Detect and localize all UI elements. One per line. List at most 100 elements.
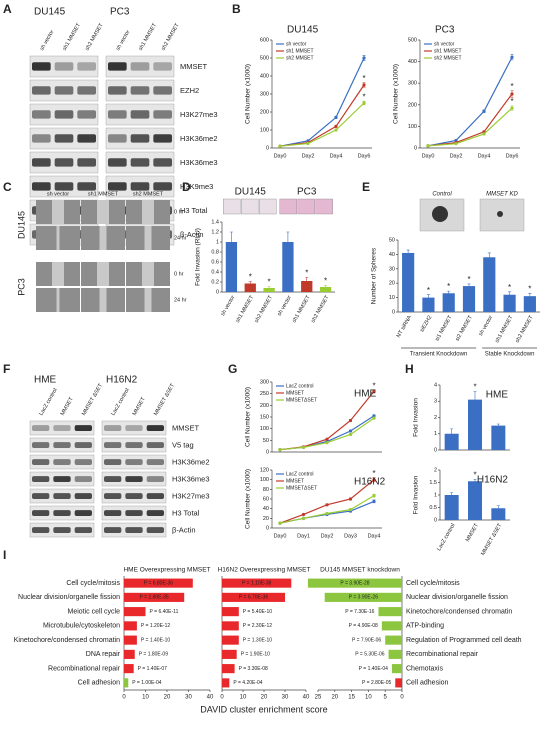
error-bar [248, 281, 252, 286]
bar [222, 621, 239, 631]
marker [325, 511, 329, 516]
y-tick-label: 20 [263, 516, 269, 522]
blot-row-label: H3 Total [172, 508, 200, 517]
x-tick-label: sh vector [220, 295, 236, 317]
marker [348, 429, 353, 433]
panel-letter: B [232, 2, 241, 16]
blot-band [146, 527, 164, 534]
bar [307, 578, 402, 588]
series-line [279, 495, 375, 524]
category-label: ATP-binding [406, 623, 444, 630]
blot-band [32, 527, 50, 534]
marker [334, 115, 338, 119]
blot-band [130, 134, 150, 143]
blot-band [125, 442, 143, 449]
y-tick-label: 120 [260, 467, 269, 473]
blot-row-label: H3K36me3 [180, 158, 218, 167]
bar [468, 399, 482, 450]
panel-letter: F [3, 362, 10, 376]
marker [454, 142, 458, 146]
x-tick-label: Day4 [478, 153, 491, 159]
group-label: PC3 [297, 187, 317, 198]
blot-band [54, 110, 74, 119]
blot-band [104, 527, 122, 534]
blot-band [153, 158, 172, 167]
y-tick-label: 400 [260, 73, 269, 79]
lane-label: MMSET [60, 396, 75, 417]
y-tick-label: 100 [408, 124, 417, 130]
error-bar [508, 291, 512, 298]
p-value: P = 7.90E-06 [352, 637, 381, 643]
group-label: Transient Knockdown [410, 352, 467, 358]
p-value: P = 6.80E-36 [144, 580, 173, 586]
bar [222, 635, 239, 645]
blot-band [74, 425, 92, 432]
x-tick-label: 0 [220, 695, 224, 701]
blot-band [53, 493, 71, 500]
blot-row-label: V5 tag [172, 440, 194, 449]
lane-label: LacZ control [110, 388, 130, 417]
category-label: Cell cycle/mitosis [406, 580, 460, 587]
x-tick-label: Day2 [450, 153, 463, 159]
blot-band [53, 425, 71, 432]
scratch-gap [144, 288, 152, 312]
p-value: P = 3.90E-28 [340, 580, 369, 586]
blot-band [104, 459, 122, 466]
blot-band [146, 493, 164, 500]
y-axis-label: Fold Invasion [413, 475, 420, 514]
bar [385, 635, 402, 645]
blot-band [104, 510, 122, 517]
y-tick-label: 1 [434, 431, 437, 437]
blot-strip [101, 420, 167, 436]
panel-letter: C [3, 180, 12, 194]
significance: * [427, 286, 430, 295]
p-value: P = 7.30E-16 [345, 609, 374, 615]
p-value: P = 1.30E-10 [243, 637, 272, 643]
y-tick-label: 300 [260, 379, 269, 385]
bar [491, 425, 506, 450]
p-value: P = 1.20E-12 [141, 623, 170, 629]
scratch-time: 24 hr [174, 235, 187, 241]
y-tick-label: 40 [263, 506, 269, 512]
x-tick-label: sh2 MMSET [515, 314, 536, 344]
blot-band [74, 527, 92, 534]
significance: * [372, 381, 375, 390]
bar [462, 286, 476, 312]
bar [225, 242, 238, 292]
y-tick-label: 500 [408, 37, 417, 43]
blot-band [108, 62, 127, 71]
y-tick-label: 30 [389, 266, 395, 272]
error-bar [450, 428, 454, 439]
y-tick-label: 1.4 [211, 219, 219, 225]
x-tick-label: sh1 MMSET [494, 314, 515, 344]
blot-band [32, 158, 51, 167]
error-bar [450, 492, 454, 498]
blot-group-title: HME [34, 375, 57, 386]
panel-letter: H [405, 362, 414, 376]
blot-band [32, 493, 50, 500]
error-bar [473, 391, 477, 409]
category-label: Cell cycle/mitosis [66, 580, 120, 587]
blot-band [53, 527, 71, 534]
blot-band [74, 476, 92, 483]
y-tick-label: 2 [434, 415, 437, 421]
category-label: Cell adhesion [406, 680, 449, 687]
blot-band [130, 182, 150, 191]
blot-band [74, 510, 92, 517]
invasion-thumbnail [223, 198, 241, 215]
blot-band [54, 134, 74, 143]
bar [324, 592, 402, 602]
significance: * [508, 283, 511, 292]
scratch-gap [99, 226, 107, 250]
y-axis-label: Cell Number (x1000) [393, 64, 400, 124]
blot-band [125, 459, 143, 466]
marker [348, 497, 353, 501]
scratch-row-label: PC3 [16, 278, 26, 296]
marker [510, 106, 514, 110]
y-tick-label: 0.8 [211, 249, 219, 255]
legend-label: MMSET [286, 390, 304, 396]
x-tick-label: si2 MMSET [455, 314, 475, 342]
bar [395, 678, 402, 688]
blot-band [130, 158, 150, 167]
panel-letter: D [182, 180, 191, 194]
